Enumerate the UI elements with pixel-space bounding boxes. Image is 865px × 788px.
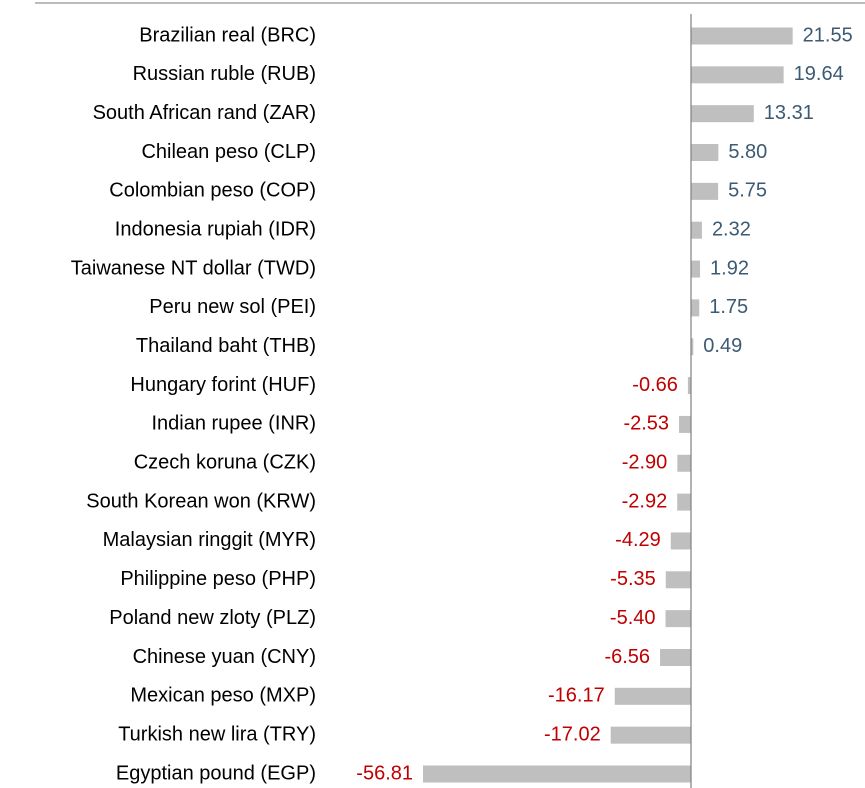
value-label: -2.90 (622, 452, 668, 474)
bar (677, 493, 691, 511)
value-label: -0.66 (632, 374, 678, 396)
bar (677, 454, 691, 472)
value-label: 5.80 (728, 141, 767, 163)
category-label: Poland new zloty (PLZ) (109, 607, 316, 629)
bar (691, 105, 754, 123)
category-label: Russian ruble (RUB) (133, 63, 316, 85)
category-label: Czech koruna (CZK) (134, 452, 316, 474)
bar (691, 182, 719, 200)
value-label: -2.53 (623, 413, 669, 435)
category-label: Indian rupee (INR) (151, 413, 316, 435)
category-label: Turkish new lira (TRY) (118, 723, 316, 745)
category-label: Mexican peso (MXP) (130, 685, 316, 707)
value-label: -4.29 (615, 529, 661, 551)
category-label: Philippine peso (PHP) (120, 568, 316, 590)
bar (691, 27, 793, 45)
value-label: 1.92 (710, 257, 749, 279)
bar (691, 260, 701, 278)
bar (691, 66, 784, 84)
value-label: 1.75 (709, 296, 748, 318)
value-label: -17.02 (544, 723, 601, 745)
category-label: Chilean peso (CLP) (141, 141, 316, 163)
value-label: -5.40 (610, 607, 656, 629)
value-label: 5.75 (728, 180, 767, 202)
value-label: 0.49 (703, 335, 742, 357)
category-label: Peru new sol (PEI) (149, 296, 316, 318)
category-label: Hungary forint (HUF) (130, 374, 316, 396)
category-label: Taiwanese NT dollar (TWD) (71, 257, 316, 279)
value-label: -16.17 (548, 685, 605, 707)
value-label: 21.55 (803, 24, 853, 46)
category-label: Thailand baht (THB) (136, 335, 316, 357)
value-label: -2.92 (622, 490, 668, 512)
category-label: South African rand (ZAR) (93, 102, 316, 124)
bar (691, 144, 719, 162)
category-label: Brazilian real (BRC) (139, 24, 316, 46)
bar (665, 610, 691, 628)
bar (691, 338, 694, 356)
bar (691, 221, 702, 239)
value-label: -6.56 (604, 646, 650, 668)
category-label: Indonesia rupiah (IDR) (115, 218, 316, 240)
category-label: Malaysian ringgit (MYR) (103, 529, 316, 551)
category-label: Colombian peso (COP) (109, 180, 316, 202)
bar (691, 299, 700, 317)
category-label: South Korean won (KRW) (86, 490, 316, 512)
category-label: Chinese yuan (CNY) (133, 646, 316, 668)
bar (610, 726, 691, 744)
value-label: 19.64 (794, 63, 844, 85)
value-label: 2.32 (712, 218, 751, 240)
bar (670, 532, 691, 550)
bar (687, 377, 691, 395)
value-label: -56.81 (356, 762, 413, 784)
bar (660, 648, 691, 666)
category-label: Egyptian pound (EGP) (116, 762, 316, 784)
value-label: -5.35 (610, 568, 656, 590)
bar (679, 415, 691, 433)
bar (614, 687, 691, 705)
bar (423, 765, 691, 783)
value-label: 13.31 (764, 102, 814, 124)
bar (665, 571, 691, 589)
